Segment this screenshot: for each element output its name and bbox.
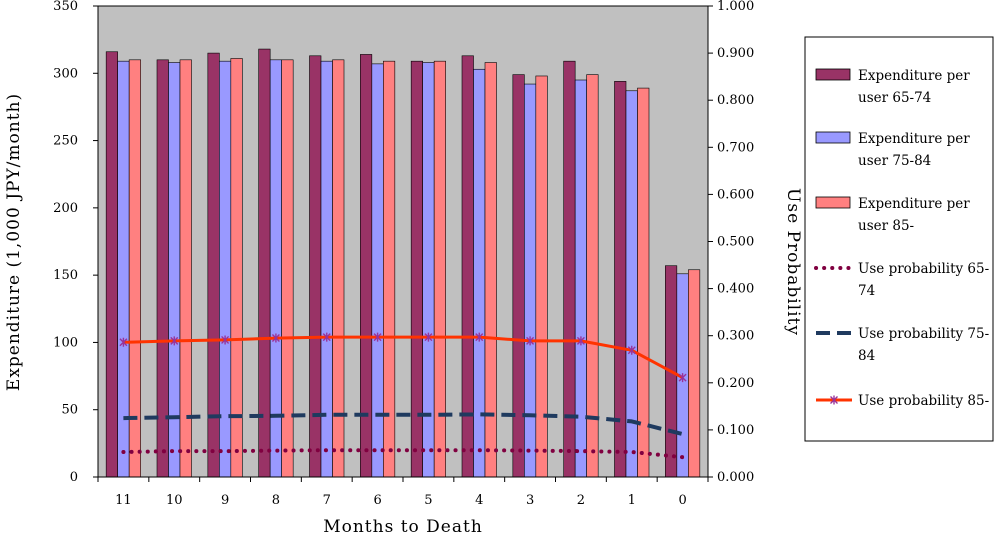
y-tick-label-300: 300 bbox=[53, 66, 78, 81]
x-tick-label-3: 3 bbox=[526, 493, 534, 508]
bar-1-9 bbox=[207, 52, 220, 478]
axes-group: 0501001502002503003500.0000.1000.2000.30… bbox=[53, 0, 754, 508]
bar-3-10 bbox=[179, 59, 192, 478]
legend-label-3: Expenditure per user 85- bbox=[858, 196, 970, 234]
bar-2-10 bbox=[168, 62, 181, 478]
legend-swatch-2 bbox=[815, 131, 851, 144]
lines-group bbox=[119, 332, 687, 460]
y2-tick-label-0.400: 0.400 bbox=[717, 282, 754, 297]
y2-tick-label-0.000: 0.000 bbox=[717, 470, 754, 485]
marker-8 bbox=[271, 333, 280, 343]
marker-7 bbox=[322, 332, 331, 342]
x-axis-title: Months to Death bbox=[323, 517, 483, 537]
plot-area bbox=[97, 5, 709, 478]
legend-label-4: Use probability 65-74 bbox=[858, 261, 989, 299]
y-tick-label-250: 250 bbox=[53, 134, 78, 149]
marker-0 bbox=[678, 373, 687, 383]
y2-tick-label-1.000: 1.000 bbox=[717, 0, 754, 14]
x-tick-label-7: 7 bbox=[323, 493, 331, 508]
y2-tick-label-0.800: 0.800 bbox=[717, 93, 754, 108]
x-tick-label-10: 10 bbox=[166, 493, 183, 508]
legend: Expenditure per user 65-74 Expenditure per… bbox=[804, 36, 994, 442]
bar-3-0 bbox=[688, 269, 701, 478]
marker-11 bbox=[119, 337, 128, 347]
y2-tick-label-0.600: 0.600 bbox=[717, 187, 754, 202]
legend-label-5: Use probability 75-84 bbox=[858, 326, 989, 364]
y-tick-label-350: 350 bbox=[53, 0, 78, 14]
marker-2 bbox=[576, 336, 585, 346]
legend-box bbox=[804, 36, 994, 442]
marker-5 bbox=[424, 332, 433, 342]
marker-9 bbox=[221, 335, 230, 345]
legend-label-1: Expenditure per user 65-74 bbox=[858, 68, 970, 106]
y-tick-label-150: 150 bbox=[53, 268, 78, 283]
marker-3 bbox=[526, 336, 535, 346]
bar-3-11 bbox=[128, 59, 141, 478]
y2-tick-label-0.500: 0.500 bbox=[717, 235, 754, 250]
bar-2-11 bbox=[117, 60, 130, 478]
x-tick-label-5: 5 bbox=[424, 493, 432, 508]
legend-label-6: Use probability 85- bbox=[858, 393, 989, 409]
y2-axis-title: Use Probability bbox=[783, 188, 803, 336]
y-tick-label-50: 50 bbox=[61, 403, 78, 418]
x-tick-label-0: 0 bbox=[678, 493, 686, 508]
x-tick-label-6: 6 bbox=[373, 493, 381, 508]
marker-6 bbox=[373, 332, 382, 342]
y-axis-title: Expenditure (1,000 JPY/month) bbox=[4, 93, 24, 391]
line-3 bbox=[123, 335, 684, 379]
x-tick-label-11: 11 bbox=[115, 493, 132, 508]
legend-swatch-3 bbox=[815, 196, 851, 209]
x-tick-label-1: 1 bbox=[628, 493, 636, 508]
x-tick-label-2: 2 bbox=[577, 493, 585, 508]
bar-1-10 bbox=[156, 59, 169, 478]
marker-1 bbox=[627, 345, 636, 355]
legend-swatch-1 bbox=[815, 68, 851, 81]
marker-4 bbox=[475, 332, 484, 342]
x-tick-label-8: 8 bbox=[272, 493, 280, 508]
legend-label-2: Expenditure per user 75-84 bbox=[858, 131, 970, 169]
x-tick-label-9: 9 bbox=[221, 493, 229, 508]
y-tick-label-0: 0 bbox=[70, 470, 78, 485]
y2-tick-label-0.900: 0.900 bbox=[717, 46, 754, 61]
bar-3-1 bbox=[637, 87, 650, 478]
y2-tick-label-0.300: 0.300 bbox=[717, 329, 754, 344]
line-2 bbox=[123, 412, 684, 437]
bar-1-11 bbox=[105, 51, 118, 478]
marker-10 bbox=[170, 336, 179, 346]
y2-tick-label-0.700: 0.700 bbox=[717, 140, 754, 155]
bar-1-1 bbox=[614, 81, 627, 478]
x-tick-label-4: 4 bbox=[475, 493, 483, 508]
bars-group bbox=[105, 48, 701, 478]
legend-marker bbox=[830, 395, 838, 405]
y2-tick-label-0.100: 0.100 bbox=[717, 423, 754, 438]
y-tick-label-100: 100 bbox=[53, 335, 78, 350]
bar-1-8 bbox=[258, 48, 271, 478]
y-tick-label-200: 200 bbox=[53, 201, 78, 216]
bar-2-3 bbox=[524, 83, 537, 478]
y2-tick-label-0.200: 0.200 bbox=[717, 376, 754, 391]
